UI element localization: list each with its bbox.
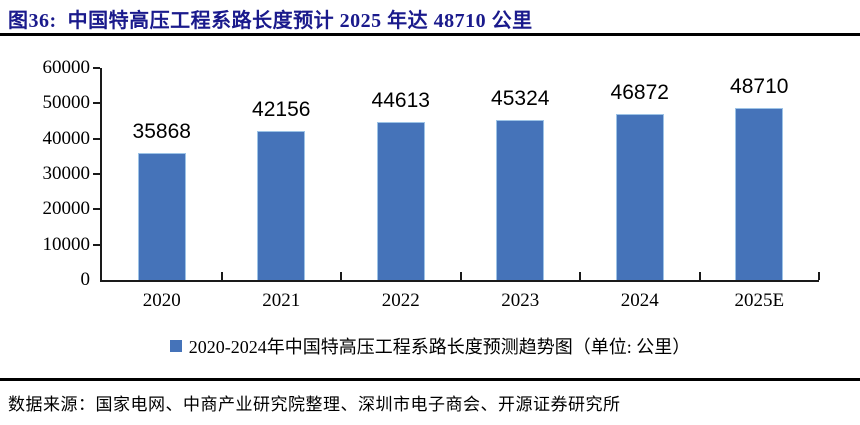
footer-divider-rule (0, 378, 860, 381)
y-axis-tick-label: 60000 (42, 57, 91, 78)
y-axis-tick-label: 40000 (42, 127, 91, 149)
x-axis-tick (818, 272, 820, 280)
y-axis-tick (93, 208, 100, 211)
bar-value-label: 45324 (491, 86, 550, 110)
x-axis-tick (340, 272, 342, 280)
data-source-text: 数据来源：国家电网、中商产业研究院整理、深圳市电子商会、开源证券研究所 (8, 395, 621, 414)
x-axis-category-label: 2023 (501, 290, 540, 311)
x-axis-tick (220, 272, 223, 280)
x-axis-category-label: 2025E (734, 290, 785, 311)
bar-value-label: 48710 (730, 74, 789, 98)
x-axis-category-label: 2020 (142, 290, 181, 311)
x-axis-tick (698, 272, 701, 280)
y-axis-tick (93, 67, 100, 69)
y-axis-tick-label: 10000 (42, 233, 91, 255)
bar-value-label: 46872 (610, 81, 669, 105)
y-axis-tick-label: 20000 (42, 198, 91, 220)
x-axis-category-label: 2024 (620, 290, 659, 311)
title-divider-rule (0, 33, 860, 36)
y-axis-tick-label: 30000 (42, 163, 91, 184)
bar-value-label: 44613 (371, 89, 430, 113)
y-axis-tick (93, 173, 100, 175)
bar-value-label: 35868 (132, 120, 191, 144)
y-axis-tick (93, 137, 100, 140)
y-axis-tick-label: 0 (80, 269, 91, 290)
bar (735, 107, 784, 280)
y-axis-tick (93, 243, 100, 246)
bar (376, 122, 425, 280)
bar-value-label: 42156 (252, 98, 311, 122)
bar (496, 119, 545, 280)
y-axis-tick-label: 50000 (42, 92, 91, 114)
legend-swatch-icon (169, 340, 182, 352)
bar-chart-plot-area: 0 10000 20000 30000 40000 50000 60000 35868 2020… (43, 57, 820, 311)
x-axis-tick (579, 272, 581, 280)
x-axis-category-label: 2021 (262, 290, 301, 311)
bar (137, 153, 186, 280)
x-axis-category-label: 2022 (381, 290, 420, 311)
figure-title: 图36: 中国特高压工程系路长度预计 2025 年达 48710 公里 (8, 10, 533, 32)
bar (257, 131, 306, 280)
x-axis-tick (459, 272, 462, 280)
legend-label: 2020-2024年中国特高压工程系路长度预测趋势图（单位: 公里） (188, 337, 691, 357)
chart-legend: 2020-2024年中国特高压工程系路长度预测趋势图（单位: 公里） (0, 333, 860, 359)
bar (615, 114, 664, 280)
y-axis-tick (93, 102, 100, 105)
